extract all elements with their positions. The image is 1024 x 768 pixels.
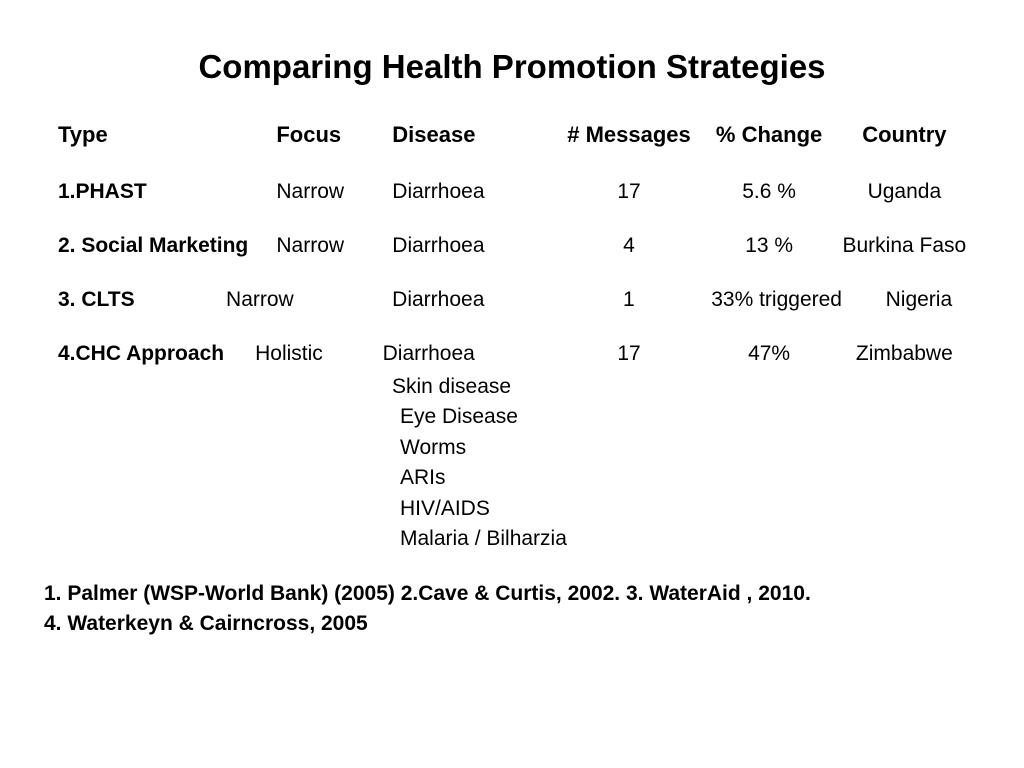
cell-country: Uganda (837, 180, 972, 204)
cell-focus: Holistic (255, 342, 383, 366)
header-country: Country (837, 122, 972, 148)
cell-type: 3. CLTS (52, 288, 226, 312)
cell-messages: 17 (557, 342, 702, 366)
disease-item: Worms (392, 433, 972, 463)
table-row: 3. CLTS Narrow Diarrhoea 1 33% triggered… (52, 288, 972, 312)
references: 1. Palmer (WSP-World Bank) (2005) 2.Cave… (40, 579, 984, 640)
cell-messages: 1 (556, 288, 701, 312)
header-messages: # Messages (557, 122, 702, 148)
cell-disease: Diarrhoea (392, 180, 556, 204)
cell-change: 13 % (701, 234, 836, 258)
cell-disease: Diarrhoea (392, 288, 556, 312)
page-title: Comparing Health Promotion Strategies (40, 48, 984, 86)
table-row: 4.CHC Approach Holistic Diarrhoea 17 47%… (52, 342, 972, 366)
header-focus: Focus (276, 122, 392, 148)
cell-messages: 4 (557, 234, 702, 258)
disease-item: Malaria / Bilharzia (392, 524, 972, 554)
table-header-row: Type Focus Disease # Messages % Change C… (52, 122, 972, 148)
cell-type: 1.PHAST (52, 180, 276, 204)
disease-item: HIV/AIDS (392, 494, 972, 524)
table-row: 1.PHAST Narrow Diarrhoea 17 5.6 % Uganda (52, 180, 972, 204)
cell-type: 2. Social Marketing (52, 234, 276, 258)
header-change: % Change (701, 122, 836, 148)
header-disease: Disease (392, 122, 556, 148)
cell-change: 33% triggered (701, 288, 866, 312)
cell-change: 47% (701, 342, 836, 366)
cell-messages: 17 (557, 180, 702, 204)
cell-country: Nigeria (866, 288, 972, 312)
disease-item: Skin disease (392, 372, 972, 402)
reference-line: 4. Waterkeyn & Cairncross, 2005 (44, 609, 984, 639)
header-type: Type (52, 122, 276, 148)
cell-country: Burkina Faso (837, 234, 972, 258)
cell-focus: Narrow (276, 180, 392, 204)
disease-item: Eye Disease (392, 402, 972, 432)
reference-line: 1. Palmer (WSP-World Bank) (2005) 2.Cave… (44, 579, 984, 609)
disease-item: ARIs (392, 463, 972, 493)
table-row: 2. Social Marketing Narrow Diarrhoea 4 1… (52, 234, 972, 258)
cell-focus: Narrow (226, 288, 392, 312)
cell-disease: Diarrhoea (392, 234, 556, 258)
cell-type: 4.CHC Approach (52, 342, 255, 366)
extra-diseases-list: Skin disease Eye Disease Worms ARIs HIV/… (392, 372, 972, 555)
cell-focus: Narrow (276, 234, 392, 258)
cell-country: Zimbabwe (837, 342, 972, 366)
cell-disease: Diarrhoea (383, 342, 557, 366)
cell-change: 5.6 % (701, 180, 836, 204)
comparison-table: Type Focus Disease # Messages % Change C… (40, 122, 984, 555)
